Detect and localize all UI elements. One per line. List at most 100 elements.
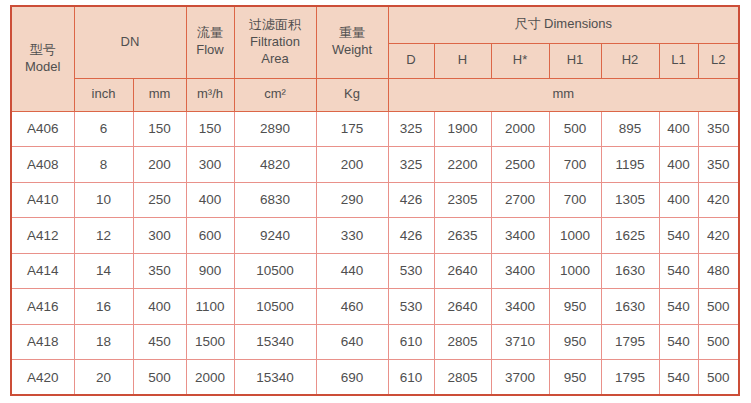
cell-flow: 300	[186, 147, 234, 183]
unit-inch: inch	[74, 78, 133, 111]
cell-weight: 440	[316, 253, 388, 289]
cell-weight: 200	[316, 147, 388, 183]
cell-flow: 400	[186, 182, 234, 218]
header-dim-l2: L2	[698, 43, 739, 78]
header-dim-h1: H1	[549, 43, 601, 78]
unit-flow: m³/h	[186, 78, 234, 111]
cell-dim-l2: 420	[698, 218, 739, 254]
cell-dn-mm: 400	[133, 289, 186, 325]
header-filtration-area: 过滤面积 Filtration Area	[234, 6, 316, 78]
cell-filtration-area: 2890	[234, 111, 316, 147]
cell-dim-h: 2805	[434, 360, 491, 396]
cell-model: A420	[11, 360, 74, 396]
cell-dn-mm: 300	[133, 218, 186, 254]
table-row: A412 12 300 600 9240 330 426 2635 3400 1…	[11, 218, 739, 254]
header-row-units: inch mm m³/h cm² Kg mm	[11, 78, 739, 111]
cell-dim-d: 530	[388, 289, 434, 325]
cell-weight: 330	[316, 218, 388, 254]
header-dim-h: H	[434, 43, 491, 78]
unit-area: cm²	[234, 78, 316, 111]
cell-dim-h2: 1795	[601, 324, 659, 360]
cell-weight: 175	[316, 111, 388, 147]
cell-dim-h: 2640	[434, 253, 491, 289]
cell-dim-h2: 1630	[601, 253, 659, 289]
product-spec-table: 型号 Model DN 流量 Flow 过滤面积 Filtration Area…	[10, 5, 740, 396]
cell-filtration-area: 15340	[234, 324, 316, 360]
cell-dn-inch: 18	[74, 324, 133, 360]
cell-dim-h: 2635	[434, 218, 491, 254]
cell-dim-d: 325	[388, 147, 434, 183]
cell-filtration-area: 9240	[234, 218, 316, 254]
cell-filtration-area: 10500	[234, 253, 316, 289]
cell-dn-inch: 20	[74, 360, 133, 396]
cell-dn-mm: 150	[133, 111, 186, 147]
cell-dim-d: 610	[388, 360, 434, 396]
cell-dim-l1: 540	[659, 360, 698, 396]
cell-dn-inch: 10	[74, 182, 133, 218]
cell-model: A418	[11, 324, 74, 360]
cell-dim-h-star: 3400	[491, 289, 549, 325]
cell-dn-mm: 200	[133, 147, 186, 183]
cell-dim-h2: 1625	[601, 218, 659, 254]
cell-dim-h1: 950	[549, 360, 601, 396]
cell-dn-inch: 12	[74, 218, 133, 254]
cell-dn-mm: 250	[133, 182, 186, 218]
cell-dn-inch: 8	[74, 147, 133, 183]
cell-dn-mm: 500	[133, 360, 186, 396]
cell-dim-h: 2805	[434, 324, 491, 360]
cell-dim-l2: 350	[698, 111, 739, 147]
cell-dim-h1: 700	[549, 147, 601, 183]
cell-dim-h-star: 3400	[491, 253, 549, 289]
cell-filtration-area: 15340	[234, 360, 316, 396]
cell-weight: 290	[316, 182, 388, 218]
table-row: A408 8 200 300 4820 200 325 2200 2500 70…	[11, 147, 739, 183]
header-dim-h-star: H*	[491, 43, 549, 78]
cell-dim-h-star: 3400	[491, 218, 549, 254]
cell-dim-l2: 500	[698, 289, 739, 325]
cell-model: A414	[11, 253, 74, 289]
cell-filtration-area: 6830	[234, 182, 316, 218]
cell-weight: 640	[316, 324, 388, 360]
cell-dim-d: 610	[388, 324, 434, 360]
cell-dim-h1: 950	[549, 289, 601, 325]
cell-dim-d: 325	[388, 111, 434, 147]
header-dimensions: 尺寸 Dimensions	[388, 6, 739, 43]
header-dim-d: D	[388, 43, 434, 78]
cell-dim-h-star: 3710	[491, 324, 549, 360]
cell-dim-h1: 950	[549, 324, 601, 360]
cell-dim-h1: 700	[549, 182, 601, 218]
header-dim-l1: L1	[659, 43, 698, 78]
cell-dim-h2: 895	[601, 111, 659, 147]
cell-dim-h: 1900	[434, 111, 491, 147]
cell-dn-inch: 16	[74, 289, 133, 325]
cell-model: A410	[11, 182, 74, 218]
cell-dim-h-star: 2500	[491, 147, 549, 183]
cell-model: A408	[11, 147, 74, 183]
header-dn: DN	[74, 6, 186, 78]
cell-model: A406	[11, 111, 74, 147]
cell-dn-mm: 350	[133, 253, 186, 289]
cell-dim-h: 2640	[434, 289, 491, 325]
cell-dim-h2: 1630	[601, 289, 659, 325]
cell-dim-h2: 1195	[601, 147, 659, 183]
cell-dim-h: 2200	[434, 147, 491, 183]
header-dim-h2: H2	[601, 43, 659, 78]
cell-dim-h2: 1795	[601, 360, 659, 396]
cell-dim-h-star: 3700	[491, 360, 549, 396]
cell-flow: 1500	[186, 324, 234, 360]
cell-dim-l1: 400	[659, 182, 698, 218]
cell-dim-l2: 480	[698, 253, 739, 289]
cell-dim-h: 2305	[434, 182, 491, 218]
cell-flow: 900	[186, 253, 234, 289]
cell-dim-d: 530	[388, 253, 434, 289]
cell-dim-l2: 350	[698, 147, 739, 183]
cell-dim-l1: 400	[659, 111, 698, 147]
cell-flow: 150	[186, 111, 234, 147]
unit-dimensions: mm	[388, 78, 739, 111]
cell-dim-h-star: 2000	[491, 111, 549, 147]
cell-dim-h1: 500	[549, 111, 601, 147]
cell-weight: 690	[316, 360, 388, 396]
header-model: 型号 Model	[11, 6, 74, 111]
cell-dim-l1: 540	[659, 324, 698, 360]
cell-dim-d: 426	[388, 218, 434, 254]
